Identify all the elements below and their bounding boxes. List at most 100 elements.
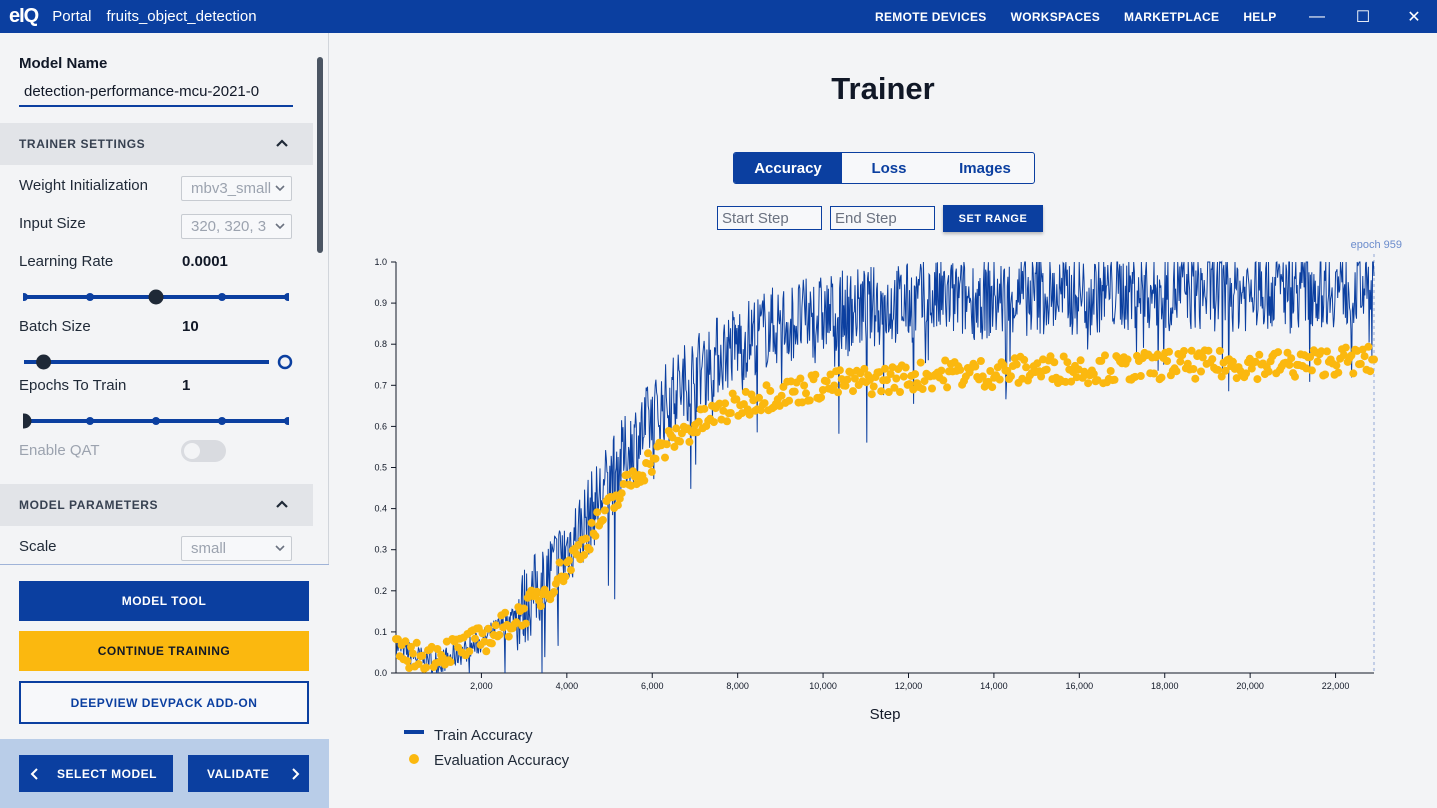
x-tick-label: 14,000 <box>980 681 1008 691</box>
evaluation-accuracy-point <box>1287 354 1296 363</box>
evaluation-accuracy-point <box>1012 360 1021 369</box>
select-model-label: SELECT MODEL <box>57 766 158 781</box>
chart-axes <box>391 254 1375 678</box>
chevron-down-icon <box>273 219 287 233</box>
evaluation-accuracy-point <box>1106 367 1115 375</box>
maximize-button[interactable]: ☐ <box>1343 0 1383 33</box>
evaluation-accuracy-point <box>1264 367 1273 376</box>
evaluation-accuracy-point <box>1306 353 1315 361</box>
chevron-up-icon[interactable] <box>275 136 289 150</box>
trainer-settings-header[interactable]: TRAINER SETTINGS <box>0 123 313 165</box>
accuracy-chart: 0.0 0.1 0.2 0.3 0.4 0.5 0.6 0.7 0.8 0.9 1.0 2,000 4,… <box>374 239 1402 769</box>
evaluation-accuracy-point <box>555 558 564 567</box>
input-size-select[interactable]: 320, 320, 3 <box>181 214 292 239</box>
chevron-down-icon <box>273 181 287 195</box>
nav-help[interactable]: HELP <box>1243 9 1277 24</box>
weight-init-select[interactable]: mbv3_small <box>181 176 292 201</box>
evaluation-accuracy-point <box>800 381 809 390</box>
batch-size-slider[interactable] <box>23 354 299 370</box>
epochs-slider[interactable] <box>23 413 289 429</box>
evaluation-accuracy-point <box>841 381 850 390</box>
minimize-button[interactable]: — <box>1297 0 1337 33</box>
evaluation-accuracy-point <box>1217 372 1226 381</box>
legend-train-swatch <box>404 730 424 734</box>
slider-thumb[interactable] <box>36 354 52 370</box>
y-tick-label: 0.4 <box>374 504 387 514</box>
evaluation-accuracy-point <box>700 404 709 413</box>
evaluation-accuracy-point <box>580 551 589 559</box>
close-icon: ✕ <box>1407 8 1421 26</box>
evaluation-accuracy-point <box>877 387 886 396</box>
select-model-button[interactable]: SELECT MODEL <box>19 755 173 792</box>
deepview-addon-button[interactable]: DEEPVIEW DEVPACK ADD-ON <box>19 681 309 724</box>
epochs-label: Epochs To Train <box>19 377 127 394</box>
evaluation-accuracy-point <box>598 516 607 524</box>
evaluation-accuracy-point <box>1123 355 1132 364</box>
evaluation-accuracy-point <box>1242 369 1251 378</box>
evaluation-accuracy-point <box>745 410 754 419</box>
main-panel: Trainer Accuracy Loss Images SET RANGE 0… <box>329 33 1437 808</box>
x-tick-label: 16,000 <box>1066 681 1094 691</box>
evaluation-accuracy-point <box>755 393 763 402</box>
evaluation-accuracy-point <box>1191 374 1200 383</box>
learning-rate-value: 0.0001 <box>182 253 228 270</box>
legend-train-label: Train Accuracy <box>434 727 533 744</box>
evaluation-accuracy-point <box>785 396 794 405</box>
slider-thumb[interactable] <box>23 413 32 429</box>
y-tick-label: 0.8 <box>374 339 387 349</box>
eiq-logo[interactable]: eIQ <box>9 5 39 27</box>
end-step-input[interactable] <box>830 206 935 230</box>
validate-button[interactable]: VALIDATE <box>188 755 309 792</box>
settings-scroll-area[interactable]: Model Name TRAINER SETTINGS Weight Initi… <box>0 33 314 564</box>
qat-toggle[interactable] <box>181 440 226 462</box>
start-step-input[interactable] <box>717 206 822 230</box>
legend-eval-swatch <box>409 754 419 764</box>
slider-step <box>86 417 94 425</box>
model-name-input[interactable] <box>19 77 293 107</box>
evaluation-accuracy-point <box>1334 368 1343 377</box>
evaluation-accuracy-point <box>896 388 904 396</box>
model-tool-button[interactable]: MODEL TOOL <box>19 581 309 621</box>
chart-tabs: Accuracy Loss Images <box>733 152 1035 184</box>
evaluation-accuracy-point <box>834 388 842 397</box>
tab-images[interactable]: Images <box>959 159 1011 177</box>
sidebar-scrollbar[interactable] <box>317 57 323 253</box>
evaluation-accuracy-point <box>1189 365 1198 373</box>
y-tick-label: 0.7 <box>374 380 387 390</box>
evaluation-accuracy-point <box>482 647 491 656</box>
slider-step <box>218 417 226 425</box>
scale-select[interactable]: small <box>181 536 292 561</box>
evaluation-accuracy-point <box>850 374 859 383</box>
learning-rate-slider[interactable] <box>23 289 289 305</box>
tab-accuracy[interactable]: Accuracy <box>734 153 842 183</box>
chevron-up-icon[interactable] <box>275 497 289 511</box>
evaluation-accuracy-point <box>418 651 427 660</box>
evaluation-accuracy-point <box>805 396 814 405</box>
close-button[interactable]: ✕ <box>1394 0 1434 33</box>
y-tick-label: 0.0 <box>374 668 387 678</box>
nav-marketplace[interactable]: MARKETPLACE <box>1124 9 1220 24</box>
nav-workspaces[interactable]: WORKSPACES <box>1010 9 1101 24</box>
train-accuracy-line <box>395 260 1375 674</box>
chevron-right-icon <box>292 767 300 780</box>
model-parameters-header[interactable]: MODEL PARAMETERS <box>0 484 313 526</box>
evaluation-accuracy-point <box>1037 372 1046 381</box>
evaluation-accuracy-point <box>1356 359 1365 368</box>
slider-thumb[interactable] <box>148 289 164 305</box>
weight-init-label: Weight Initialization <box>19 177 148 194</box>
evaluation-accuracy-point <box>1197 367 1205 376</box>
evaluation-accuracy-point <box>892 374 901 383</box>
y-tick-label: 0.1 <box>374 627 387 637</box>
batch-size-value: 10 <box>182 318 199 335</box>
continue-training-button[interactable]: CONTINUE TRAINING <box>19 631 309 671</box>
evaluation-accuracy-point <box>408 649 417 658</box>
nav-remote-devices[interactable]: REMOTE DEVICES <box>875 9 987 24</box>
slider-step <box>86 293 94 301</box>
evaluation-accuracy-point <box>412 638 421 647</box>
evaluation-accuracy-point <box>1067 377 1076 386</box>
evaluation-accuracy-point <box>471 634 479 643</box>
evaluation-accuracy-point <box>995 375 1004 384</box>
evaluation-accuracy-point <box>565 556 573 565</box>
set-range-button[interactable]: SET RANGE <box>943 205 1043 232</box>
tab-loss[interactable]: Loss <box>871 159 907 177</box>
